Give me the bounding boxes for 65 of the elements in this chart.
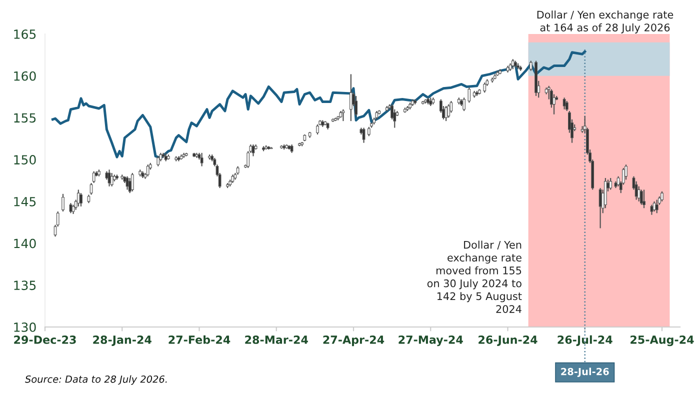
- candlestick: [462, 97, 466, 112]
- candlestick: [92, 170, 96, 184]
- candlestick: [342, 108, 345, 122]
- candlestick: [354, 95, 358, 117]
- candlestick: [62, 193, 64, 212]
- x-tick-label: 29-Dec-23: [14, 336, 76, 344]
- candlestick: [108, 169, 111, 187]
- candlestick: [598, 187, 602, 229]
- line-series: [51, 50, 586, 160]
- y-tick-label: 155: [14, 113, 36, 123]
- candlestick: [90, 182, 93, 196]
- text: Dollar / Yen exchange rate at 164 as of 28 July 2026: [537, 10, 674, 34]
- candlestick: [511, 58, 514, 70]
- candlestick: [367, 126, 370, 137]
- candlestick: [444, 105, 448, 122]
- candlestick: [128, 177, 132, 194]
- candlestick: [609, 177, 612, 190]
- y-tick-label: 135: [14, 280, 36, 290]
- candlestick: [146, 164, 150, 177]
- candlestick: [393, 108, 396, 128]
- y-tick-label: 130: [14, 322, 36, 332]
- candlestick: [200, 152, 204, 167]
- candlestick: [76, 189, 80, 208]
- candlestick: [529, 60, 532, 72]
- candlestick: [650, 204, 654, 216]
- candlestick: [565, 100, 568, 112]
- candlestick: [468, 87, 471, 104]
- candlestick: [637, 186, 640, 202]
- x-tick-label: 27-Apr-24: [323, 336, 384, 346]
- candlestick: [447, 104, 450, 118]
- annotation: Dollar / Yen exchange rate moved from 155 on 30 July 2024 to 142 by 5 August 2024: [427, 240, 522, 313]
- source-note: Source: Data to 28 July 2026.: [25, 375, 167, 385]
- candlestick: [156, 156, 160, 167]
- x-tick-label: 27-Feb-24: [168, 335, 230, 344]
- x-tick-label: 26-Jul-24: [558, 335, 612, 346]
- candlestick: [80, 192, 82, 208]
- candlestick: [552, 94, 556, 115]
- candlestick: [72, 204, 75, 215]
- y-tick-label: 140: [14, 238, 36, 248]
- x-tick-label: 26-Jun-24: [478, 336, 538, 346]
- x-tick-label: 27-May-24: [398, 335, 463, 346]
- x-tick-label: 28-Mar-24: [245, 336, 308, 344]
- candlestick: [642, 189, 646, 209]
- x-tick-label: 25-Aug-24: [630, 335, 694, 346]
- y-tick-label: 160: [14, 71, 36, 81]
- candlestick: [110, 172, 114, 187]
- candlestick: [660, 190, 664, 202]
- y-tick-label: 165: [14, 29, 36, 39]
- candlestick: [483, 82, 486, 94]
- candlestick: [604, 177, 607, 209]
- x-tick-label: 28-Jan-24: [93, 336, 152, 346]
- candlestick: [69, 202, 72, 214]
- candlestick: [130, 172, 134, 192]
- y-tick-label: 150: [14, 155, 36, 164]
- y-tick-label: 145: [14, 197, 36, 206]
- candlestick: [634, 180, 638, 200]
- candlestick: [655, 199, 658, 214]
- candlestick: [316, 124, 319, 136]
- ref-line-label: 28-Jul-26: [561, 368, 609, 378]
- candlestick: [450, 100, 453, 114]
- candlestick: [349, 74, 352, 122]
- candlestick: [624, 164, 628, 180]
- candlestick: [562, 97, 566, 110]
- candlestick: [362, 127, 366, 144]
- candlestick: [640, 189, 643, 206]
